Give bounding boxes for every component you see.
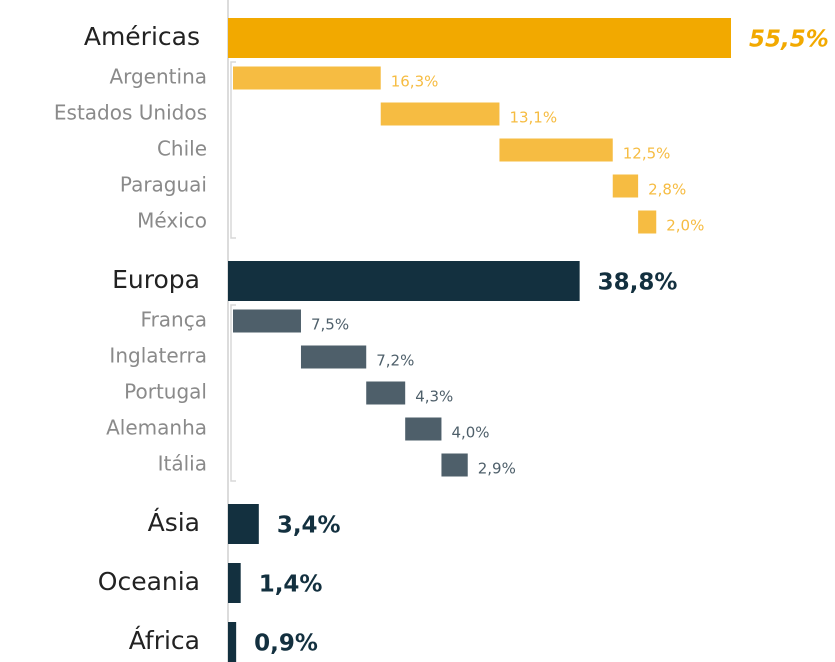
item-label: Argentina: [109, 65, 207, 89]
item-value-label: 2,8%: [648, 181, 686, 199]
item-bar: [499, 138, 613, 162]
item-value-label: 4,3%: [415, 388, 453, 406]
item-label: México: [137, 209, 207, 233]
group-label: Europa: [112, 265, 200, 294]
group-label: Américas: [84, 22, 200, 51]
item-bar: [233, 309, 301, 333]
item-bar: [638, 210, 657, 234]
item-bar: [366, 381, 406, 405]
group-value-label: 0,9%: [254, 631, 318, 657]
item-label: Chile: [157, 137, 207, 161]
item-label: Inglaterra: [109, 344, 207, 368]
item-bar: [612, 174, 639, 198]
item-value-label: 13,1%: [509, 109, 557, 127]
group-value-label: 38,8%: [598, 270, 678, 296]
item-value-label: 7,5%: [311, 316, 349, 334]
group-bar: [228, 504, 259, 544]
item-value-label: 4,0%: [451, 424, 489, 442]
item-bar: [405, 417, 442, 441]
group-value-label: 1,4%: [259, 572, 323, 598]
bracket: [230, 304, 236, 482]
group-bar: [228, 261, 580, 301]
group-bar: [228, 563, 241, 603]
group-label: África: [129, 626, 200, 655]
group-value-label: 55,5%: [749, 27, 829, 53]
item-bar: [300, 345, 367, 369]
group-bar: [228, 18, 731, 58]
bracket: [230, 61, 236, 239]
item-value-label: 2,0%: [666, 217, 704, 235]
item-bar: [441, 453, 468, 477]
item-label: Paraguai: [120, 173, 207, 197]
group-bar: [228, 622, 237, 662]
item-label: França: [141, 308, 207, 332]
group-label: Ásia: [148, 508, 200, 537]
item-label: Portugal: [124, 380, 207, 404]
item-label: Alemanha: [106, 416, 207, 440]
item-value-label: 12,5%: [623, 145, 671, 163]
item-label: Estados Unidos: [54, 101, 207, 125]
item-bar: [233, 66, 381, 90]
item-label: Itália: [158, 452, 207, 476]
item-bar: [380, 102, 500, 126]
group-value-label: 3,4%: [277, 513, 341, 539]
item-value-label: 7,2%: [376, 352, 414, 370]
item-value-label: 2,9%: [478, 460, 516, 478]
item-value-label: 16,3%: [391, 73, 439, 91]
group-label: Oceania: [98, 567, 200, 596]
